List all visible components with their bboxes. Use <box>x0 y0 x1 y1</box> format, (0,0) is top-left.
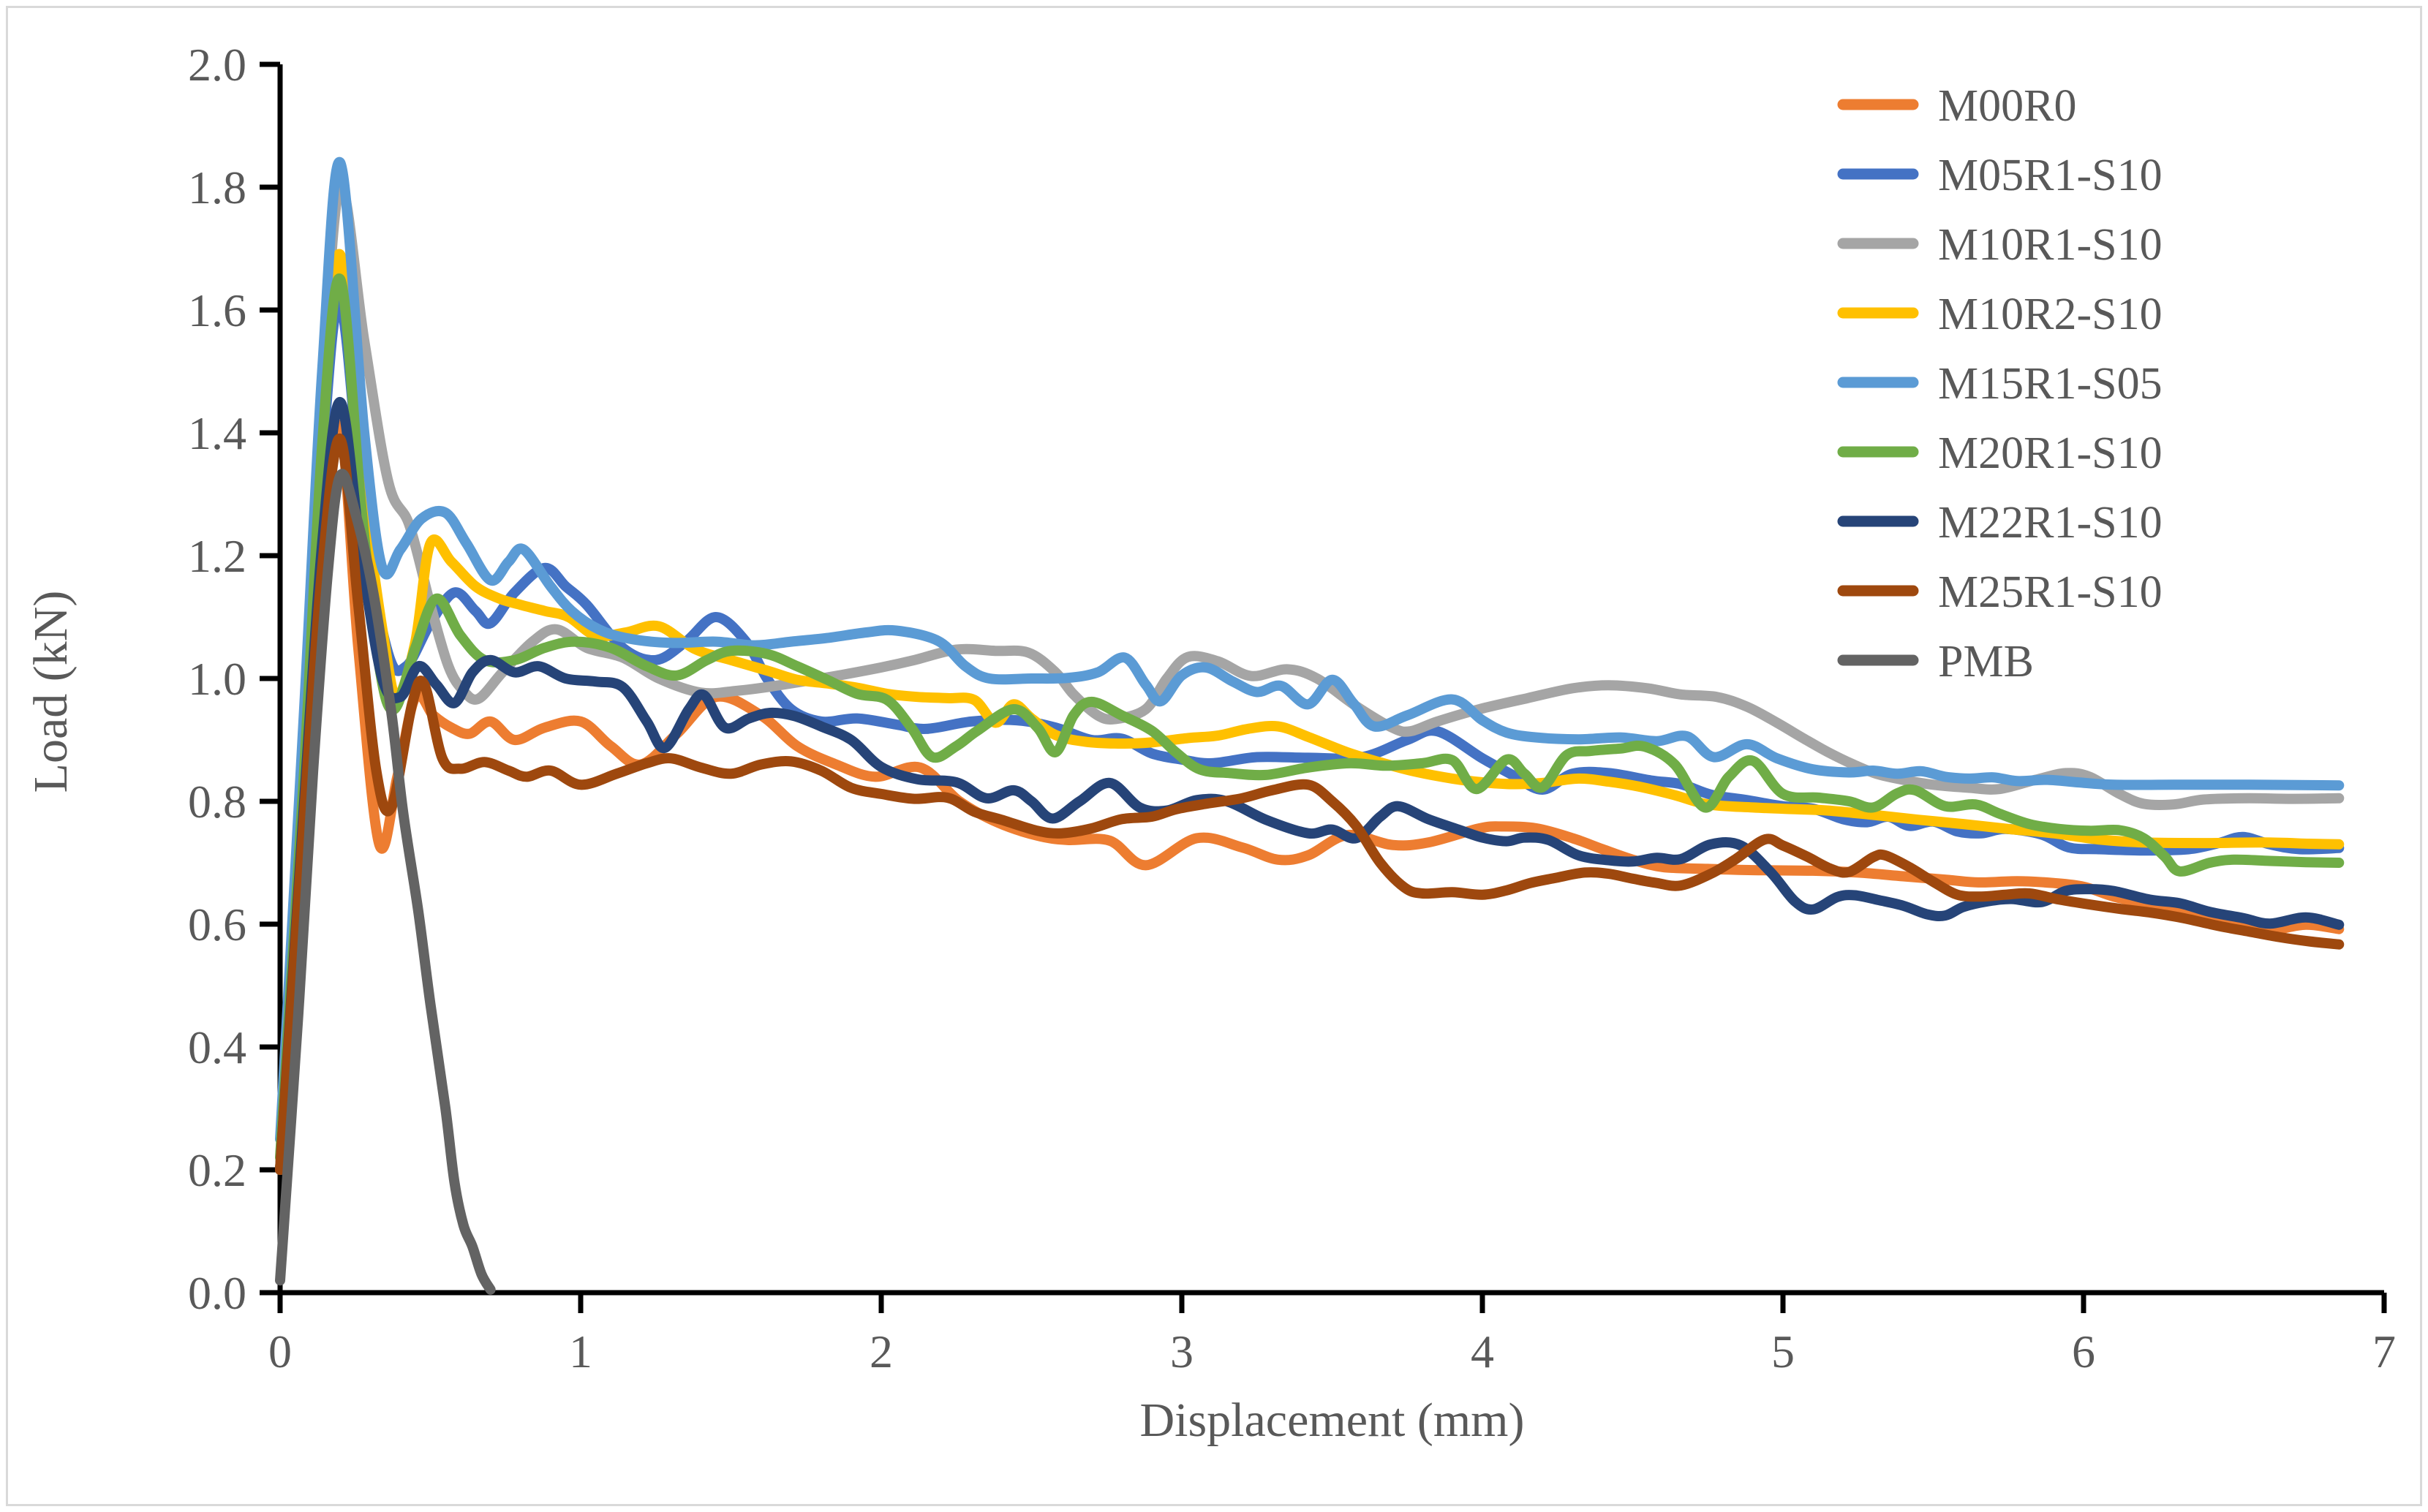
y-tick-label: 0.8 <box>188 776 246 828</box>
y-axis-title: Load (kN) <box>24 590 78 793</box>
x-tick-label: 1 <box>569 1326 592 1377</box>
series-line-m10r1-s10 <box>275 181 2345 1175</box>
legend-label-m25r1-s10: M25R1-S10 <box>1938 567 2163 617</box>
y-tick-label: 0.6 <box>188 899 246 950</box>
x-tick-label: 7 <box>2372 1326 2396 1377</box>
legend-label-m00r0: M00R0 <box>1938 81 2076 131</box>
x-tick-label: 2 <box>870 1326 893 1377</box>
y-tick-label: 1.4 <box>188 407 246 459</box>
y-tick-label: 0.4 <box>188 1021 246 1073</box>
y-tick-label: 1.2 <box>188 530 246 582</box>
y-tick-label: 0.0 <box>188 1267 246 1319</box>
legend-label-m10r2-s10: M10R2-S10 <box>1938 290 2163 339</box>
y-tick-label: 2.0 <box>188 39 246 91</box>
series-line-m20r1-s10 <box>275 273 2345 1163</box>
y-tick-label: 1.0 <box>188 653 246 705</box>
series-line-m15r1-s05 <box>275 156 2345 1144</box>
series-line-pmb <box>275 469 496 1295</box>
y-tick-label: 1.6 <box>188 284 246 336</box>
x-tick-label: 4 <box>1471 1326 1494 1377</box>
x-tick-label: 3 <box>1170 1326 1194 1377</box>
legend-label-pmb: PMB <box>1938 637 2034 687</box>
y-tick-label: 0.2 <box>188 1144 246 1196</box>
legend-label-m15r1-s05: M15R1-S05 <box>1938 359 2163 409</box>
series-line-m25r1-s10 <box>275 434 2345 1175</box>
x-axis-title: Displacement (mm) <box>1139 1394 1525 1447</box>
legend-label-m20r1-s10: M20R1-S10 <box>1938 428 2163 478</box>
y-tick-label: 1.8 <box>188 162 246 213</box>
legend-label-m10r1-s10: M10R1-S10 <box>1938 220 2163 270</box>
legend-label-m22r1-s10: M22R1-S10 <box>1938 498 2163 548</box>
x-tick-label: 5 <box>1771 1326 1795 1377</box>
legend-label-m05r1-s10: M05R1-S10 <box>1938 151 2163 200</box>
x-tick-label: 0 <box>268 1326 292 1377</box>
x-tick-label: 6 <box>2072 1326 2095 1377</box>
